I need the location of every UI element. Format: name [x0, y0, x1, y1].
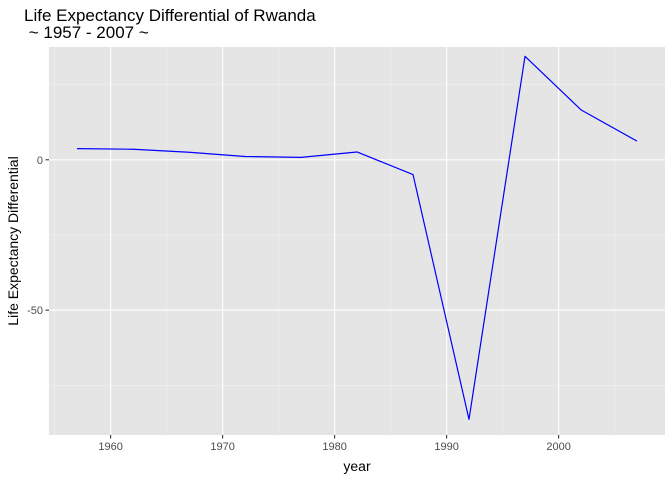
- chart-subtitle: ~ 1957 - 2007 ~: [24, 23, 149, 42]
- x-axis-title: year: [343, 458, 371, 474]
- x-tick-label: 1960: [98, 441, 122, 453]
- y-axis-title: Life Expectancy Differential: [5, 156, 21, 325]
- x-tick-label: 1980: [322, 441, 346, 453]
- axes: 1960 1970 1980 1990 2000 0 -50: [27, 155, 571, 453]
- plot-panel: [49, 47, 665, 435]
- major-gridlines: [49, 47, 665, 435]
- series-layer: [76, 55, 638, 420]
- y-tick-label: 0: [37, 155, 43, 167]
- x-tick-label: 1990: [434, 441, 458, 453]
- chart-title: Life Expectancy Differential of Rwanda: [24, 6, 316, 25]
- x-tick-label: 2000: [546, 441, 570, 453]
- x-tick-label: 1970: [210, 441, 234, 453]
- y-tick-label: -50: [27, 305, 43, 317]
- minor-gridlines: [49, 47, 665, 435]
